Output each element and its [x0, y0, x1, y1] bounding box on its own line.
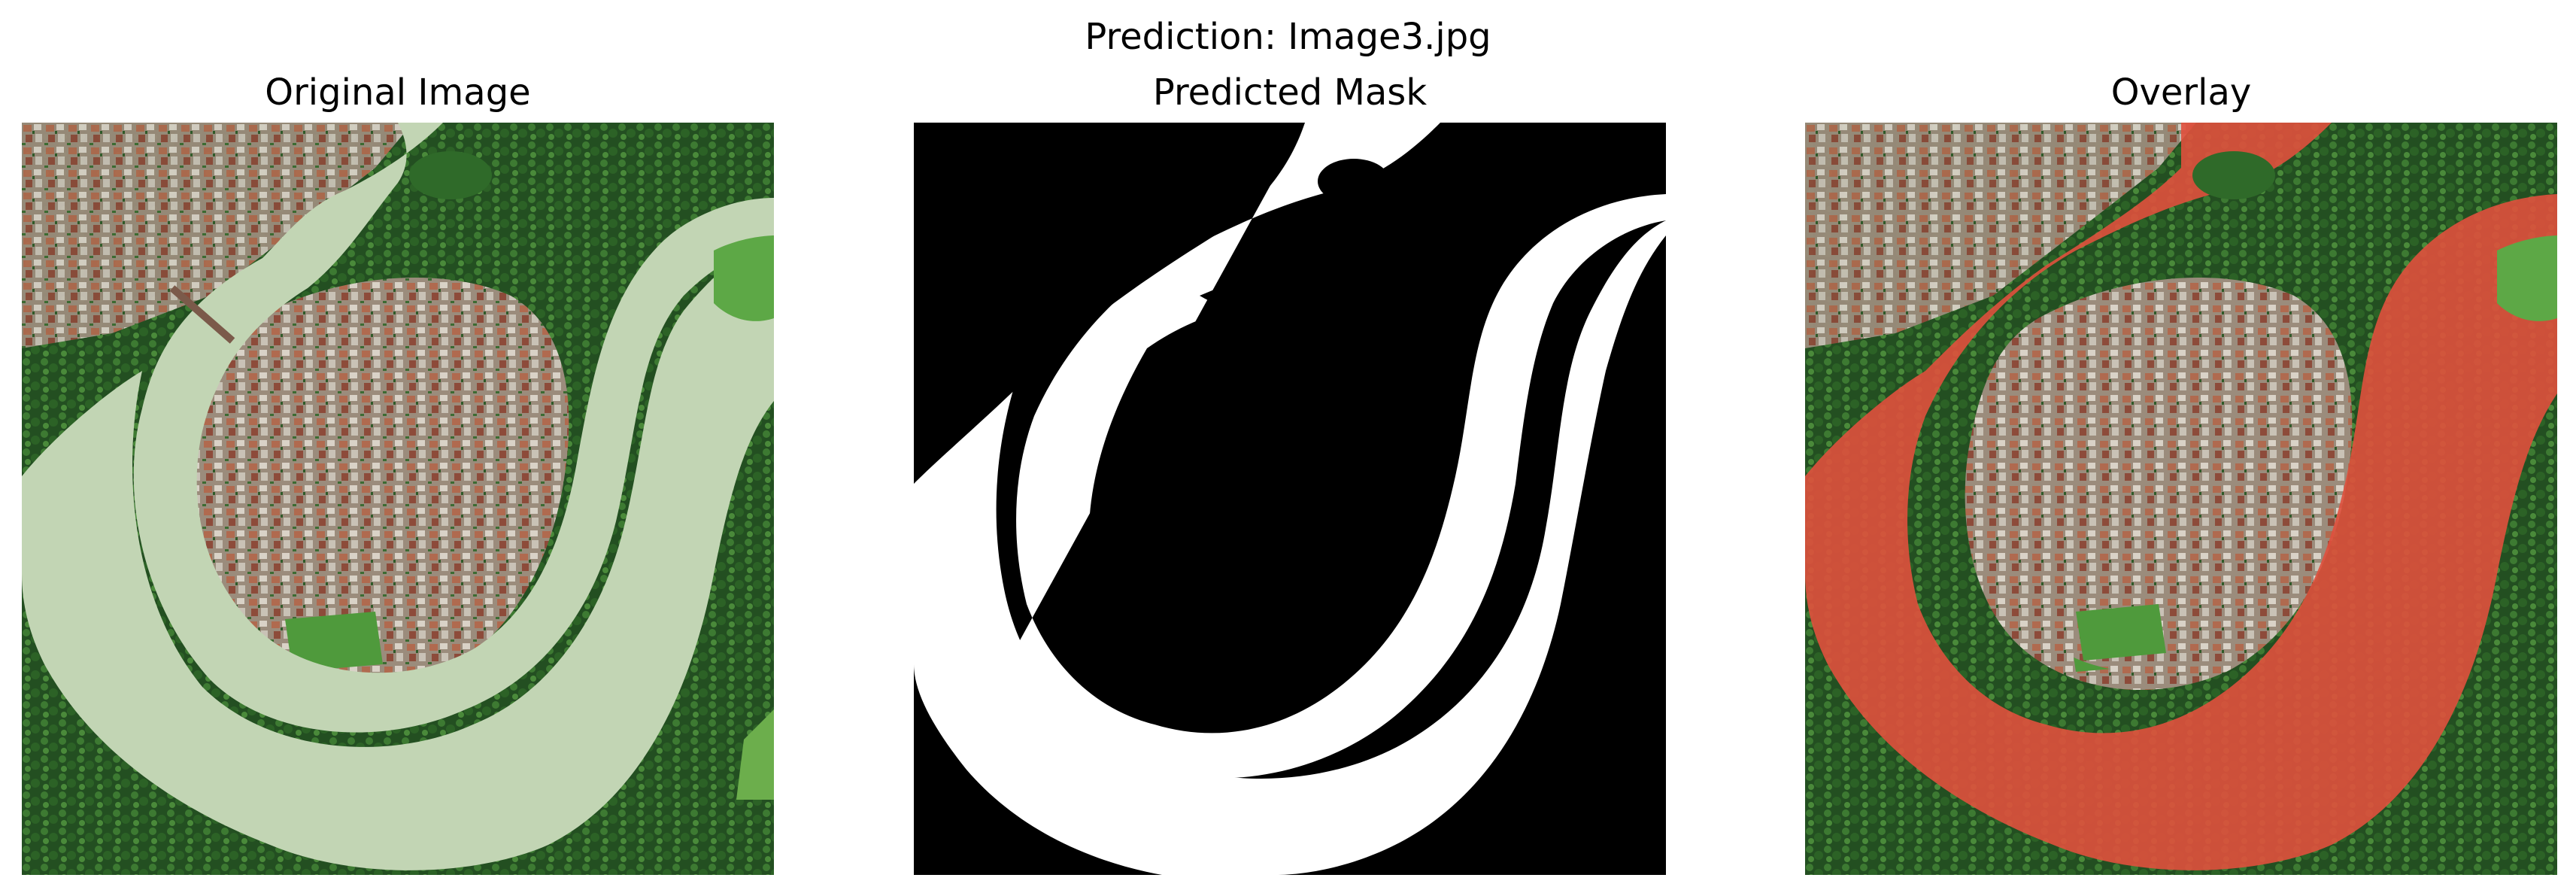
figure-suptitle: Prediction: Image3.jpg: [1085, 16, 1491, 58]
panel-title-original: Original Image: [265, 71, 531, 114]
predicted-mask-panel: [914, 123, 1666, 875]
panel-title-overlay: Overlay: [2110, 71, 2252, 114]
original-image-panel: [22, 123, 774, 875]
panel-title-mask: Predicted Mask: [1152, 71, 1428, 114]
original-aerial-image: [22, 123, 774, 875]
predicted-mask-image: [914, 123, 1666, 875]
overlay-image: [1805, 123, 2557, 875]
overlay-panel: [1805, 123, 2557, 875]
